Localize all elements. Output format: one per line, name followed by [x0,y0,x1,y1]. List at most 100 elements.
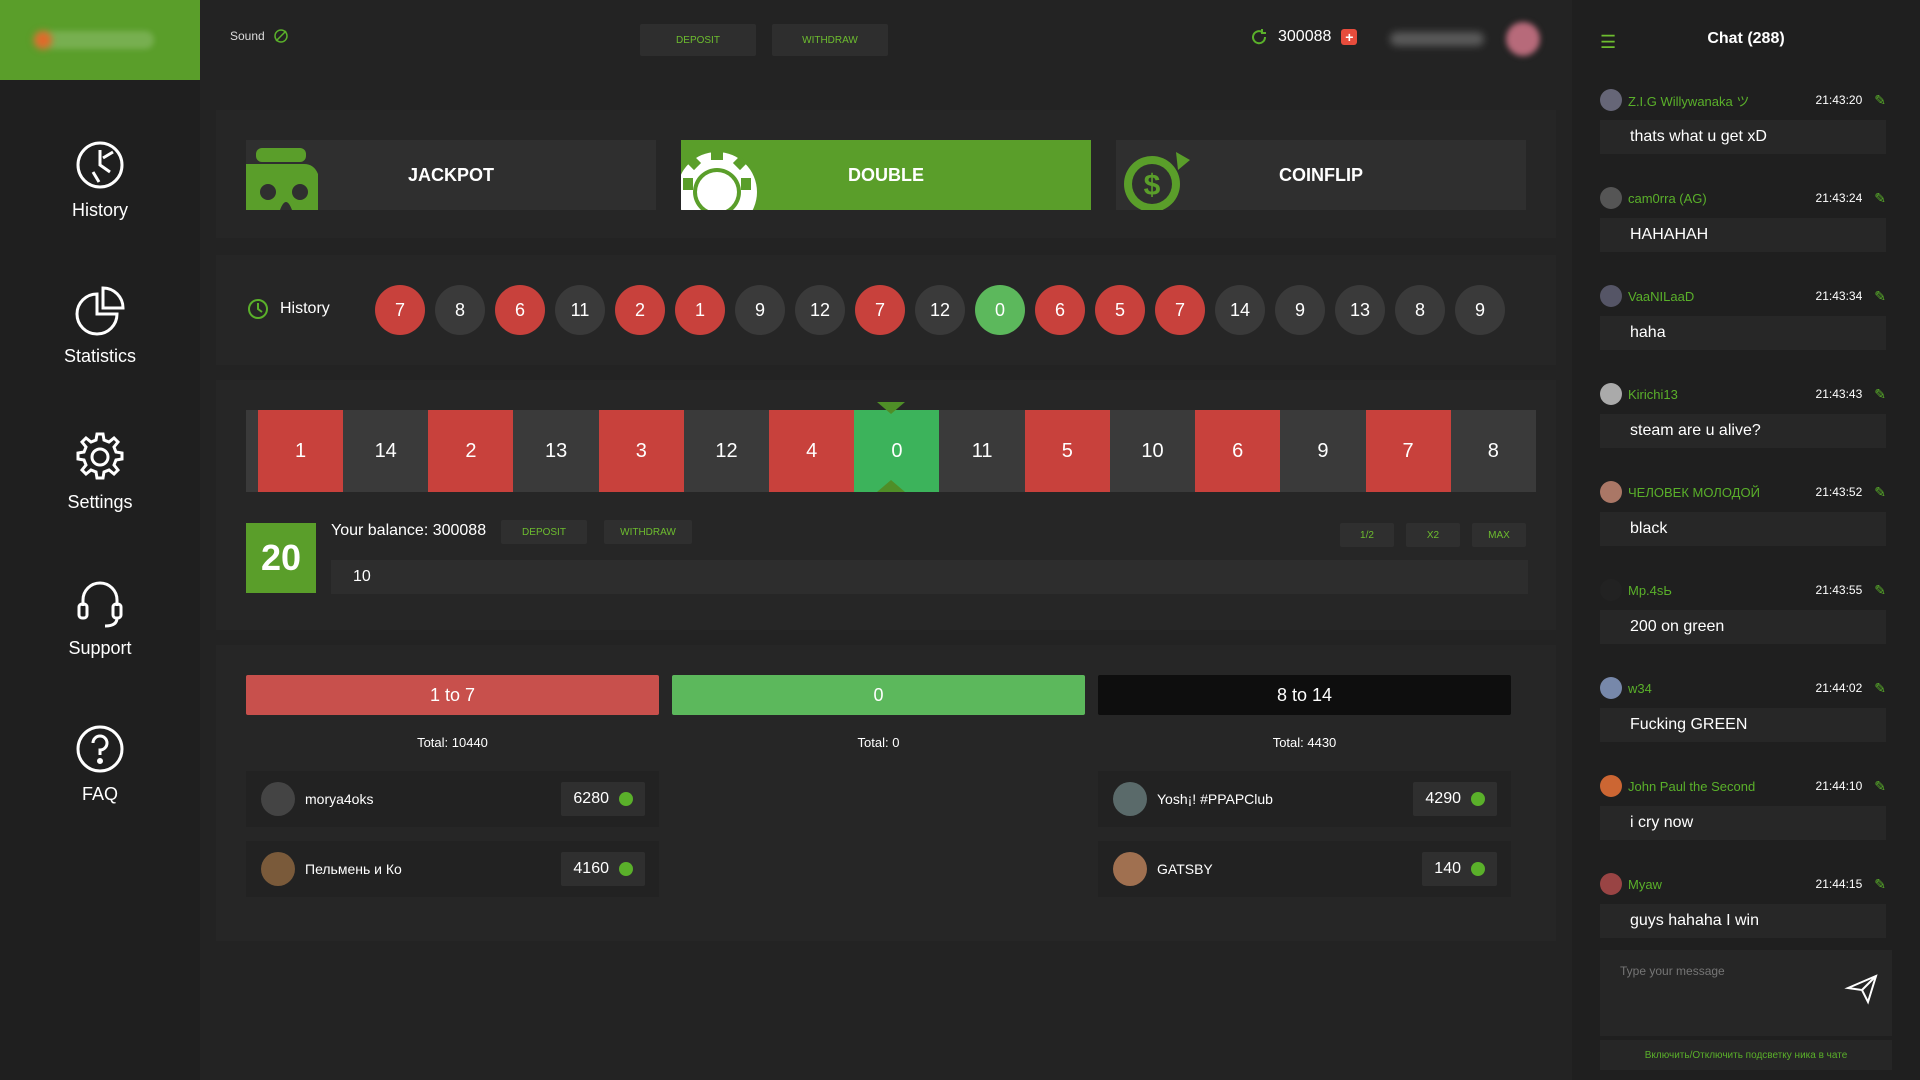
avatar [261,852,295,886]
max-bet-button[interactable]: MAX [1472,523,1526,547]
avatar[interactable] [1600,285,1622,307]
nick-highlight-toggle[interactable]: Включить/Отключить подсветку ника в чате [1600,1040,1892,1070]
message-meta: ЧЕЛОВЕК МОЛОДОЙ 21:43:52 ✎ [1600,480,1886,504]
sidebar-item-history[interactable]: History [0,138,200,248]
chat-panel: ☰ Chat (288) Z.I.G Willywanaka ツ 21:43:20… [1572,0,1920,1080]
bet-amount-input[interactable] [331,560,1528,594]
bet-green-button[interactable]: 0 [672,675,1085,715]
half-bet-button[interactable]: 1/2 [1340,523,1394,547]
message-author[interactable]: ЧЕЛОВЕК МОЛОДОЙ [1628,484,1760,500]
history-ball: 7 [1155,285,1205,335]
top-bar: Sound DEPOSIT WITHDRAW 300088 + [200,0,1572,80]
pointer-top-icon [877,402,905,414]
history-ball: 12 [795,285,845,335]
pencil-icon[interactable]: ✎ [1874,777,1886,794]
message-text: guys hahaha I win [1600,904,1886,938]
tab-coinflip[interactable]: $ COINFLIP [1116,140,1526,210]
history-ball: 1 [675,285,725,335]
site-logo[interactable] [0,0,200,80]
sidebar-item-label: FAQ [81,784,118,804]
roulette-cell: 0 [854,410,940,492]
pencil-icon[interactable]: ✎ [1874,287,1886,304]
message-author[interactable]: Myaw [1628,876,1662,892]
sidebar-item-statistics[interactable]: Statistics [0,284,200,394]
message-author[interactable]: VaaNILaaD [1628,288,1695,304]
tab-double[interactable]: DOUBLE [681,140,1091,210]
sidebar-item-support[interactable]: Support [0,576,200,686]
message-time: 21:43:52 [1815,485,1863,499]
roulette-cell: 3 [598,410,684,492]
avatar[interactable] [1600,383,1622,405]
pencil-icon[interactable]: ✎ [1874,385,1886,402]
message-author[interactable]: cam0rra (AG) [1628,190,1707,206]
bet-row: morya4oks 6280 [246,771,659,827]
pencil-icon[interactable]: ✎ [1874,875,1886,892]
avatar[interactable] [1600,579,1622,601]
double-bet-button[interactable]: x2 [1406,523,1460,547]
sound-toggle[interactable]: Sound [230,28,289,44]
withdraw-button-small[interactable]: WITHDRAW [604,520,692,544]
bet-black-button[interactable]: 8 to 14 [1098,675,1511,715]
history-ball: 0 [975,285,1025,335]
history-ball: 8 [1395,285,1445,335]
chat-message: w34 21:44:02 ✎ Fucking GREEN [1600,676,1886,742]
avatar[interactable] [1600,187,1622,209]
message-meta: Z.I.G Willywanaka ツ 21:43:20 ✎ [1600,88,1886,112]
bet-row: GATSBY 140 [1098,841,1511,897]
message-text: HAHAHAH [1600,218,1886,252]
coin-icon [1471,862,1485,876]
message-text: i cry now [1600,806,1886,840]
avatar[interactable] [1600,89,1622,111]
chat-message-input[interactable] [1600,950,1892,1036]
headset-icon [77,581,123,628]
message-author[interactable]: Z.I.G Willywanaka ツ [1628,93,1750,109]
sound-off-icon [273,29,288,43]
message-time: 21:44:15 [1815,877,1863,891]
add-funds-button[interactable]: + [1341,29,1358,45]
roulette-cell: 5 [1024,410,1110,492]
player-name: GATSBY [1157,861,1213,877]
roulette-cell: 13 [513,410,599,492]
message-author[interactable]: w34 [1628,680,1652,696]
message-author[interactable]: Мр.4sЬ [1628,582,1672,598]
withdraw-button[interactable]: WITHDRAW [772,24,888,56]
avatar[interactable] [1600,775,1622,797]
sidebar-item-settings[interactable]: Settings [0,430,200,540]
chat-message: VaaNILaaD 21:43:34 ✎ haha [1600,284,1886,350]
sidebar-item-label: History [71,200,128,220]
message-time: 21:43:55 [1815,583,1863,597]
deposit-button-small[interactable]: DEPOSIT [501,520,587,544]
svg-text:$: $ [1144,169,1161,202]
sidebar-item-faq[interactable]: FAQ [0,722,200,832]
message-author[interactable]: Kirichi13 [1628,386,1678,402]
avatar[interactable] [1600,677,1622,699]
pencil-icon[interactable]: ✎ [1874,581,1886,598]
message-author[interactable]: John Paul the Second [1628,778,1756,794]
pencil-icon[interactable]: ✎ [1874,189,1886,206]
player-name: Yosh¡! #PPAPClub [1157,791,1273,807]
black-total: Total: 4430 [1272,735,1337,750]
refresh-icon[interactable] [1250,28,1268,46]
chat-header: ☰ Chat (288) [1572,0,1920,80]
avatar[interactable] [1506,22,1540,56]
pencil-icon[interactable]: ✎ [1874,91,1886,108]
pencil-icon[interactable]: ✎ [1874,679,1886,696]
bet-row: Пельмень и Ко 4160 [246,841,659,897]
history-label: History [246,297,330,321]
message-time: 21:44:10 [1815,779,1863,793]
message-meta: Kirichi13 21:43:43 ✎ [1600,382,1886,406]
avatar[interactable] [1600,481,1622,503]
roulette-cell: 2 [428,410,514,492]
deposit-button[interactable]: DEPOSIT [640,24,756,56]
green-total: Total: 0 [857,735,900,750]
tab-jackpot[interactable]: JACKPOT [246,140,656,210]
pencil-icon[interactable]: ✎ [1874,483,1886,500]
avatar[interactable] [1600,873,1622,895]
send-icon[interactable] [1844,970,1880,1006]
bet-red-button[interactable]: 1 to 7 [246,675,659,715]
history-panel: History 7 8 6 11 2 1 9 12 7 12 0 6 5 7 14 9 13 8 9 [216,255,1556,365]
history-ball: 11 [555,285,605,335]
username-blurred[interactable] [1390,32,1484,46]
your-balance: Your balance: 300088 [331,522,487,539]
menu-icon[interactable]: ☰ [1600,32,1617,52]
